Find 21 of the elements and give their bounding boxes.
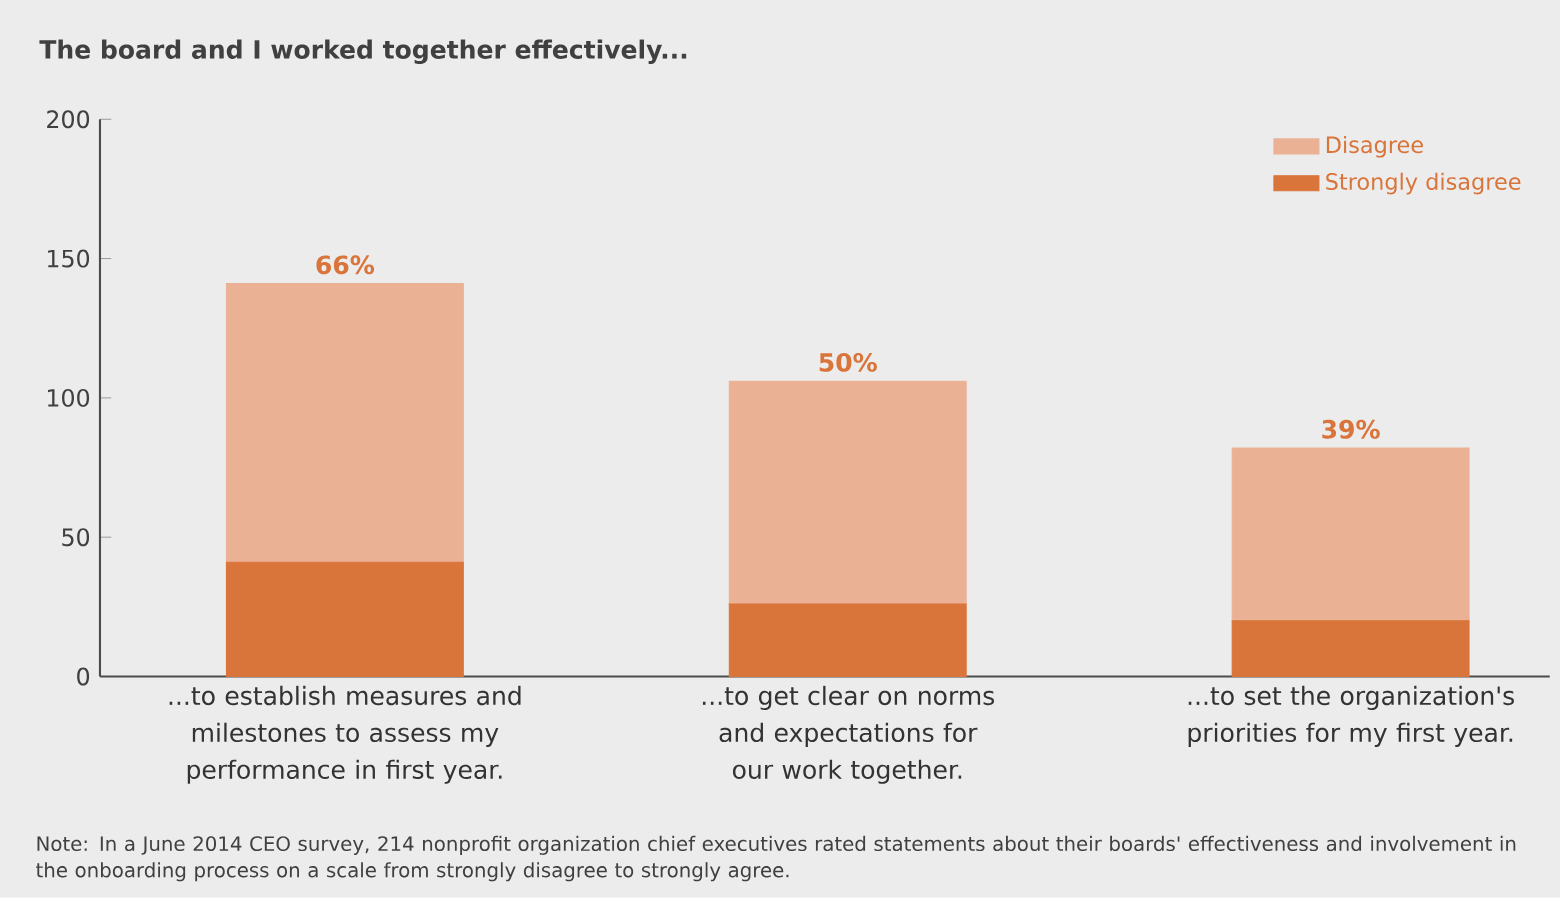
chart-title: The board and I worked together effectively... xyxy=(39,39,687,65)
y-tick-label: 50 xyxy=(62,528,90,547)
bar xyxy=(225,561,464,678)
x-tick-label: ...to get clear on norms and expectations for our work together. xyxy=(702,685,995,784)
annotation: 50% xyxy=(819,353,877,372)
y-tick-label: 200 xyxy=(47,110,90,129)
y-tick-label: 150 xyxy=(47,249,90,268)
bar xyxy=(728,603,967,678)
legend-label: Strongly disagree xyxy=(1326,172,1521,195)
y-tick-label: 0 xyxy=(77,667,90,686)
legend-label: Disagree xyxy=(1326,136,1423,158)
bar xyxy=(1231,447,1470,622)
x-tick-label: ...to set the organization's priorities for my first year. xyxy=(1188,685,1514,748)
text: Note: In a June 2014 CEO survey, 214 nonprofit organization chief executives rated statements about their boards' effectiveness and involvement in the onboarding process on a scale from strongly disagree to strongly agree. xyxy=(36,835,1516,882)
annotation: 66% xyxy=(316,255,375,275)
bar xyxy=(1231,620,1470,678)
y-tick-label: 100 xyxy=(47,389,90,407)
annotation: 39% xyxy=(1322,419,1380,439)
bar xyxy=(728,380,967,605)
bar xyxy=(225,283,464,563)
x-tick-label: ...to establish measures and milestones to assess my performance in first year. xyxy=(169,685,521,784)
